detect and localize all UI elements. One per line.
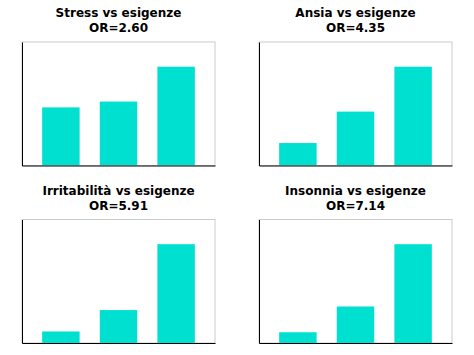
bar — [157, 67, 194, 166]
chart-svg: Stress vs esigenzeOR=2.60 Ansia vs esigen… — [0, 0, 474, 355]
title: Ansia vs esigenze — [295, 6, 415, 20]
x-axis-line — [260, 343, 453, 344]
x-axis-line — [260, 166, 453, 167]
bar — [279, 332, 316, 343]
x-axis-line — [23, 343, 216, 344]
x-axis — [23, 165, 216, 167]
title: Insonnia vs esigenze — [285, 184, 426, 198]
panel: Irritabilità vs esigenzeOR=5.91 — [22, 184, 216, 344]
y-axis-line — [259, 220, 260, 344]
y-axis — [259, 220, 260, 344]
bar — [100, 102, 137, 166]
x-axis — [260, 165, 453, 167]
subtitle: OR=5.91 — [89, 199, 148, 213]
panel: Insonnia vs esigenzeOR=7.14 — [259, 184, 453, 344]
plot-frame — [259, 220, 452, 344]
title: Stress vs esigenze — [56, 6, 182, 20]
bars — [279, 67, 432, 166]
bar — [157, 244, 194, 343]
y-axis — [259, 43, 260, 167]
bars — [42, 67, 195, 166]
y-axis — [22, 220, 23, 344]
bars — [42, 244, 195, 343]
subtitle: OR=4.35 — [326, 21, 385, 35]
title: Irritabilità vs esigenze — [42, 184, 194, 198]
y-axis-line — [259, 43, 260, 167]
plot-frame — [259, 42, 452, 166]
bar — [337, 306, 374, 343]
plot-frame — [22, 42, 215, 166]
x-axis — [260, 343, 453, 345]
bar — [394, 244, 431, 343]
bars — [279, 244, 432, 343]
bar — [394, 67, 431, 166]
bar — [42, 107, 79, 165]
bar — [42, 331, 79, 343]
y-axis-line — [22, 43, 23, 167]
x-axis — [23, 343, 216, 345]
bar — [279, 143, 316, 165]
y-axis-line — [22, 220, 23, 344]
x-axis-line — [23, 166, 216, 167]
panel: Ansia vs esigenzeOR=4.35 — [259, 6, 453, 166]
bar — [337, 112, 374, 166]
subtitle: OR=7.14 — [326, 199, 385, 213]
subtitle: OR=2.60 — [89, 21, 148, 35]
plot-frame — [22, 220, 215, 344]
panel: Stress vs esigenzeOR=2.60 — [22, 6, 216, 166]
y-axis — [22, 43, 23, 167]
bar — [100, 310, 137, 343]
